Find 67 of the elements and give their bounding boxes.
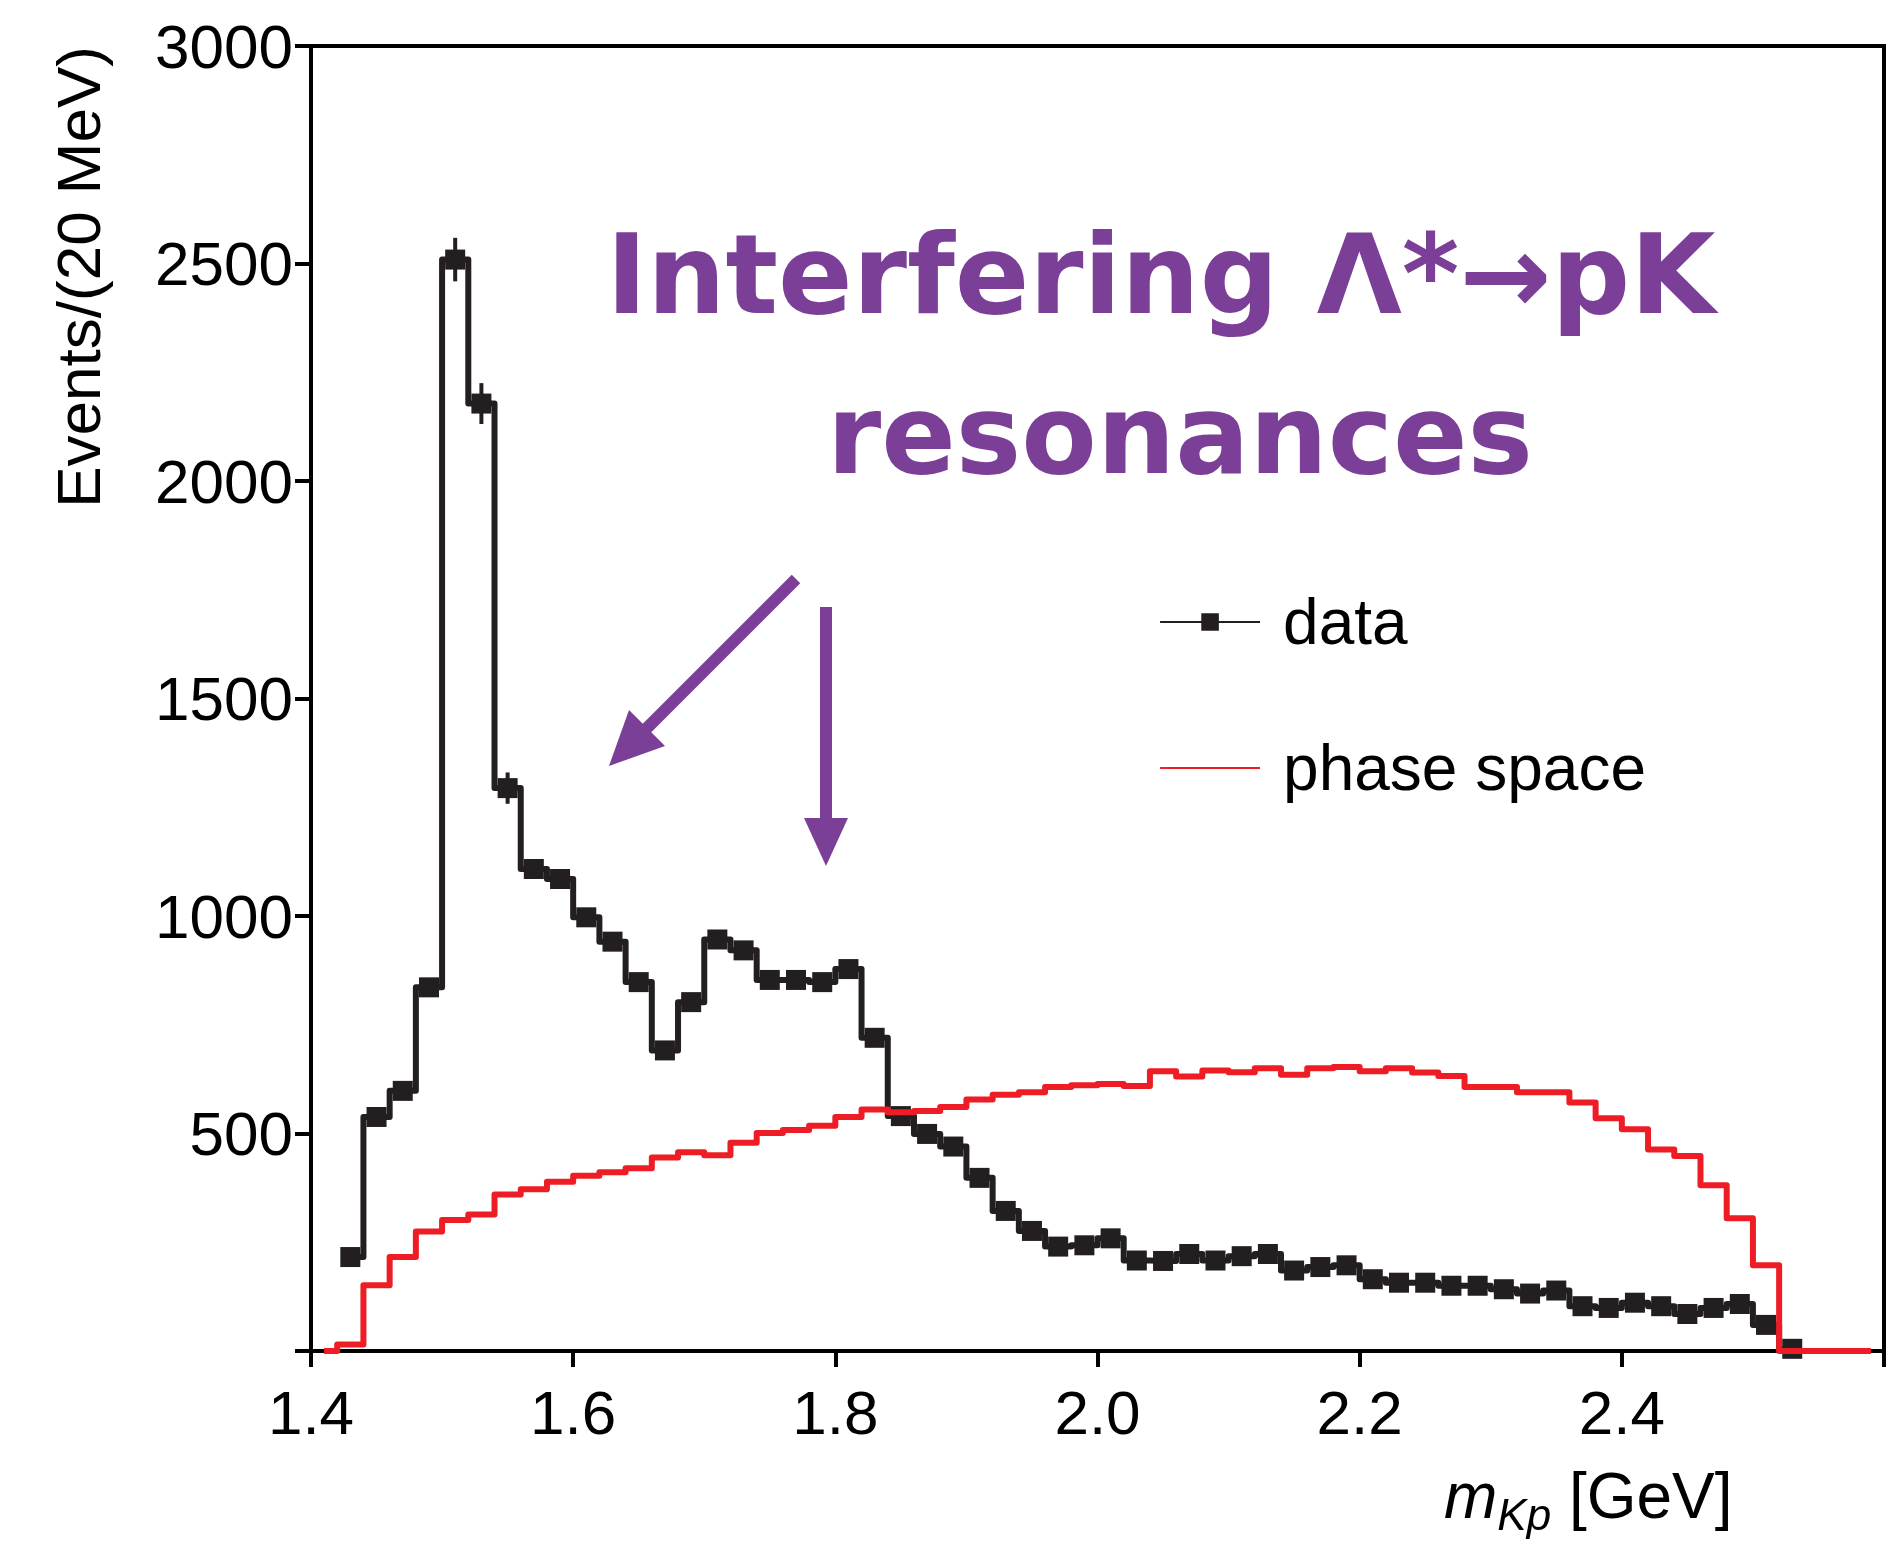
point: [969, 1167, 990, 1188]
point: [917, 1123, 938, 1144]
point: [340, 1247, 361, 1268]
y-tick-label: 500: [189, 1099, 293, 1168]
point: [681, 992, 702, 1013]
point: [576, 907, 597, 928]
point: [1100, 1228, 1121, 1249]
y-tick-label: 2000: [155, 446, 293, 516]
point: [418, 977, 439, 998]
point: [366, 1106, 387, 1127]
point: [523, 859, 544, 880]
point: [1284, 1260, 1305, 1281]
point: [1756, 1314, 1777, 1335]
point: [1231, 1246, 1252, 1267]
point: [1126, 1250, 1147, 1271]
point: [1205, 1250, 1226, 1271]
point: [1598, 1297, 1619, 1318]
y-tick-label: 2500: [155, 229, 293, 298]
point: [1624, 1292, 1645, 1313]
point: [1467, 1275, 1488, 1296]
point: [1257, 1243, 1278, 1264]
point: [1388, 1272, 1409, 1293]
x-tick-label: 1.6: [530, 1377, 617, 1447]
point: [602, 931, 623, 952]
point: [1153, 1250, 1174, 1271]
point: [995, 1200, 1016, 1221]
y-tick-label: 3000: [155, 11, 293, 81]
point: [1310, 1257, 1331, 1278]
point: [1703, 1297, 1724, 1318]
point: [786, 969, 807, 990]
x-tick-label: 2.4: [1578, 1377, 1665, 1447]
point: [864, 1027, 885, 1048]
point: [759, 969, 780, 990]
y-axis-title: Events/(20 MeV): [43, 46, 113, 508]
point: [392, 1080, 413, 1101]
x-tick-label: 2.2: [1316, 1377, 1403, 1447]
point: [707, 929, 728, 950]
point: [1048, 1236, 1069, 1257]
point: [1493, 1279, 1514, 1300]
y-tick-label: 1000: [155, 881, 293, 951]
y-tick-label: 1500: [155, 664, 293, 733]
point: [1729, 1294, 1750, 1315]
legend-label: data: [1283, 586, 1409, 658]
point: [1651, 1296, 1672, 1317]
point: [1546, 1280, 1567, 1301]
point: [943, 1136, 964, 1157]
point: [812, 972, 833, 993]
point: [733, 940, 754, 961]
point: [1362, 1269, 1383, 1290]
point: [1336, 1255, 1357, 1276]
x-tick-label: 2.0: [1054, 1377, 1141, 1447]
point: [1179, 1243, 1200, 1264]
x-tick-label: 1.4: [267, 1377, 355, 1447]
text: Interfering Λ*→pK resonances: [606, 211, 1754, 499]
point: [628, 972, 649, 993]
point: [550, 869, 571, 890]
legend-label: phase space: [1283, 732, 1646, 804]
point: [1520, 1283, 1541, 1304]
point: [1572, 1296, 1593, 1317]
point: [1677, 1304, 1698, 1325]
point: [838, 959, 859, 980]
point: [1441, 1275, 1462, 1296]
point: [1021, 1220, 1042, 1241]
point: [1415, 1272, 1436, 1293]
point: [1074, 1235, 1095, 1256]
point: [654, 1040, 675, 1061]
x-tick-label: 1.8: [792, 1377, 879, 1447]
